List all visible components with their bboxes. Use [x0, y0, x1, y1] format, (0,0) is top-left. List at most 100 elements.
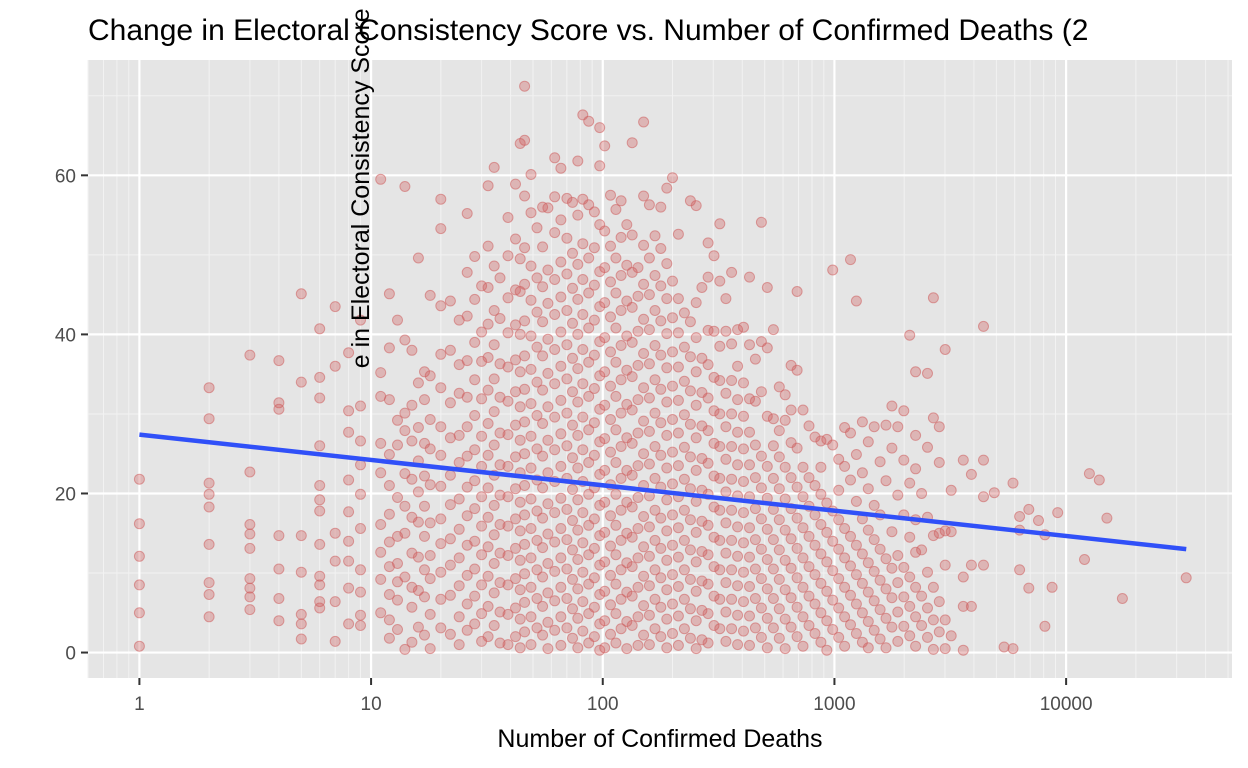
data-point [519, 80, 531, 92]
data-point [610, 637, 622, 649]
data-point [886, 621, 898, 633]
data-point [314, 392, 326, 404]
data-point [453, 580, 465, 592]
data-point [833, 453, 845, 465]
data-point [510, 354, 521, 366]
data-point [643, 425, 655, 437]
data-point [572, 328, 584, 340]
data-point [678, 441, 690, 453]
data-point [708, 325, 720, 337]
data-point [412, 486, 424, 498]
data-point [684, 451, 696, 463]
data-point [295, 530, 307, 542]
data-point [661, 182, 673, 194]
data-point [502, 608, 514, 620]
data-point [761, 523, 773, 535]
data-point [785, 562, 797, 574]
data-point [678, 534, 690, 546]
data-point [594, 160, 606, 172]
data-point [494, 606, 506, 618]
data-point [519, 568, 531, 580]
data-point [755, 450, 767, 462]
data-point [732, 609, 744, 621]
y-tick-label: 60 [55, 166, 76, 187]
data-point [610, 287, 622, 299]
data-point [785, 592, 797, 604]
data-point [978, 559, 989, 571]
data-point [567, 632, 578, 644]
data-point [555, 581, 567, 593]
data-point [898, 454, 910, 466]
data-point [588, 572, 600, 584]
data-point [392, 414, 403, 426]
data-point [444, 559, 456, 571]
data-point [632, 492, 644, 503]
data-point [542, 264, 554, 276]
data-point [632, 552, 644, 564]
data-point [672, 639, 684, 651]
data-point [833, 602, 845, 614]
data-point [833, 631, 845, 643]
data-point [638, 239, 650, 251]
data-point [755, 543, 767, 555]
data-point [638, 382, 650, 394]
data-point [696, 282, 708, 293]
data-point [643, 580, 655, 592]
data-point [632, 581, 644, 593]
data-point [419, 629, 430, 641]
data-point [649, 230, 661, 242]
data-point [510, 419, 521, 431]
data-point [708, 590, 720, 602]
data-point [561, 593, 573, 604]
data-point [343, 347, 355, 359]
data-point [874, 456, 886, 468]
data-point [833, 543, 845, 555]
data-point [667, 172, 678, 184]
data-point [572, 462, 584, 474]
data-point [684, 632, 696, 644]
data-point [355, 314, 366, 326]
data-point [916, 620, 928, 631]
data-point [761, 554, 773, 565]
data-point [667, 478, 678, 490]
data-point [632, 290, 644, 302]
data-point [444, 589, 456, 601]
data-point [555, 326, 567, 338]
data-point [809, 480, 821, 491]
data-point [469, 293, 481, 305]
data-point [690, 399, 702, 411]
data-point [720, 453, 732, 465]
data-point [567, 352, 578, 364]
data-point [632, 427, 644, 439]
data-point [678, 564, 690, 576]
data-point [626, 590, 638, 602]
data-point [588, 349, 600, 361]
data-point [845, 560, 856, 572]
data-point [791, 512, 803, 524]
data-point [488, 260, 500, 272]
data-point [419, 437, 430, 449]
data-point [744, 522, 755, 534]
data-point [577, 537, 589, 549]
data-point [537, 512, 549, 524]
data-point [767, 472, 779, 484]
data-point [488, 587, 500, 599]
data-point [904, 600, 916, 612]
trend-line [139, 432, 1187, 552]
data-point [525, 493, 537, 505]
data-point [599, 496, 611, 508]
data-point [678, 504, 690, 516]
data-point [583, 199, 595, 211]
data-point [615, 270, 627, 281]
data-point [615, 195, 627, 207]
data-point [684, 483, 696, 495]
data-point [643, 358, 655, 370]
data-point [383, 589, 395, 600]
data-point [531, 443, 543, 455]
data-point [726, 473, 738, 485]
data-point [643, 392, 655, 404]
data-point [862, 586, 874, 598]
y-axis-title: e in Electoral Consistency Score (Pre-Co… [347, 0, 375, 368]
data-point [965, 468, 977, 480]
data-point [626, 501, 638, 513]
